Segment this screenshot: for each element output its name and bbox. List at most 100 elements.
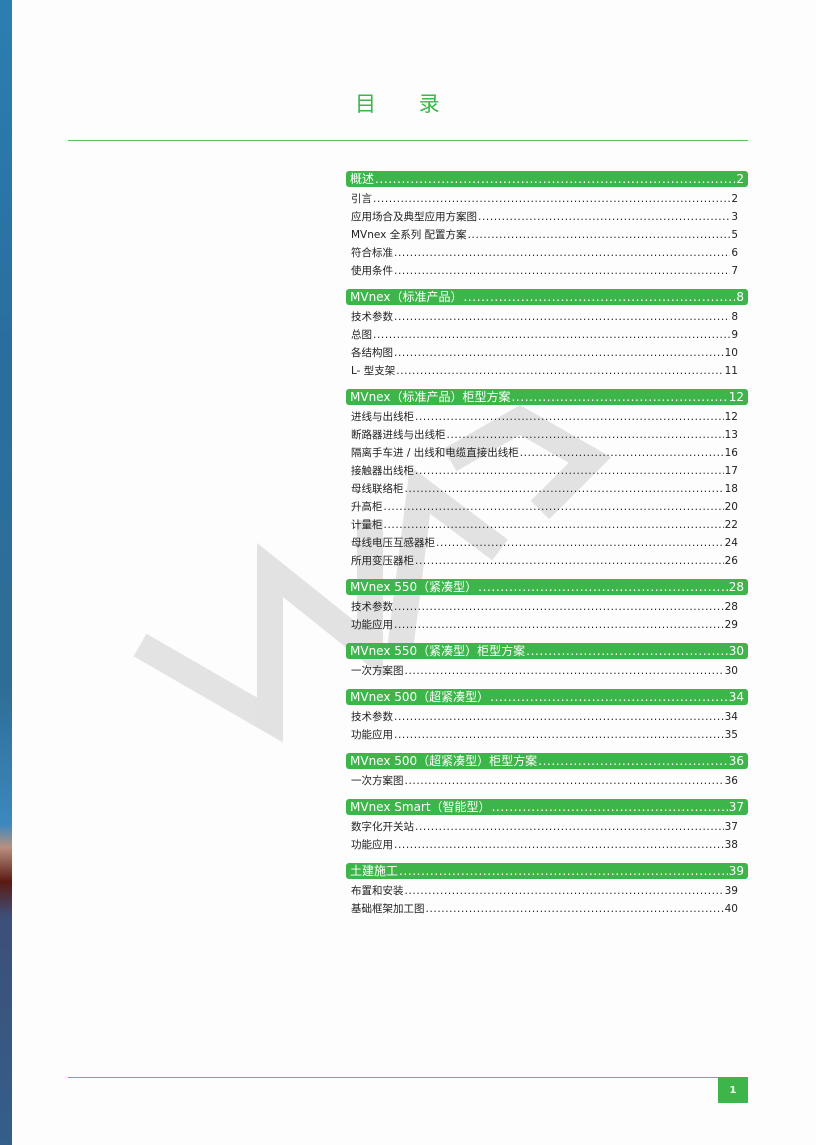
- dot-leader: [538, 753, 728, 769]
- toc-entry[interactable]: 所用变压器柜 26: [346, 552, 748, 570]
- toc-entry[interactable]: 断路器进线与出线柜 13: [346, 426, 748, 444]
- dot-leader: [394, 836, 724, 854]
- entry-label: 计量柜: [351, 519, 383, 531]
- entry-page: 29: [724, 619, 738, 631]
- entry-label: 功能应用: [351, 729, 393, 741]
- toc-entry[interactable]: 功能应用 35: [346, 726, 748, 744]
- entry-page: 16: [724, 447, 738, 459]
- section-title: MVnex 500（超紧凑型）柜型方案: [350, 754, 538, 768]
- toc-entry[interactable]: 一次方案图 30: [346, 662, 748, 680]
- entry-page: 5: [731, 229, 738, 241]
- section-title: MVnex（标准产品）: [350, 290, 463, 304]
- entry-label: 技术参数: [351, 711, 393, 723]
- top-divider: [68, 140, 748, 141]
- dot-leader: [511, 389, 727, 405]
- section-page: 39: [728, 864, 744, 878]
- toc-entry[interactable]: 数字化开关站 37: [346, 818, 748, 836]
- toc-section-header[interactable]: MVnex（标准产品） 8: [346, 289, 748, 305]
- toc-entry[interactable]: 技术参数 34: [346, 708, 748, 726]
- toc-entry[interactable]: 母线电压互感器柜 24: [346, 534, 748, 552]
- dot-leader: [405, 882, 724, 900]
- entry-label: 技术参数: [351, 601, 393, 613]
- toc-entry[interactable]: 功能应用 38: [346, 836, 748, 854]
- entry-page: 17: [724, 465, 738, 477]
- toc-entry[interactable]: 进线与出线柜 12: [346, 408, 748, 426]
- toc-section-header[interactable]: MVnex 550（紧凑型）柜型方案 30: [346, 643, 748, 659]
- entry-label: 各结构图: [351, 347, 393, 359]
- section-page: 8: [736, 290, 744, 304]
- toc-section-header[interactable]: MVnex 500（超紧凑型） 34: [346, 689, 748, 705]
- section-title: 概述: [350, 172, 375, 186]
- toc-entry[interactable]: 应用场合及典型应用方案图 3: [346, 208, 748, 226]
- toc-section-header[interactable]: MVnex 550（紧凑型） 28: [346, 579, 748, 595]
- toc-entry[interactable]: 总图 9: [346, 326, 748, 344]
- dot-leader: [478, 208, 730, 226]
- toc-section: 土建施工 39 布置和安装 39 基础框架加工图 40: [346, 863, 748, 918]
- toc-section: MVnex 550（紧凑型）柜型方案 30 一次方案图 30: [346, 643, 748, 680]
- toc-entry[interactable]: 布置和安装 39: [346, 882, 748, 900]
- toc-entry[interactable]: 功能应用 29: [346, 616, 748, 634]
- dot-leader: [394, 308, 730, 326]
- entry-label: 应用场合及典型应用方案图: [351, 211, 477, 223]
- entry-label: L- 型支架: [351, 365, 396, 377]
- dot-leader: [405, 662, 724, 680]
- dot-leader: [520, 444, 724, 462]
- entry-page: 38: [724, 839, 738, 851]
- page-title: 目 录: [355, 92, 458, 116]
- dot-leader: [394, 598, 724, 616]
- entry-page: 8: [731, 311, 738, 323]
- dot-leader: [375, 171, 735, 187]
- toc-entry[interactable]: 各结构图 10: [346, 344, 748, 362]
- toc-entry[interactable]: 引言 2: [346, 190, 748, 208]
- toc-entry[interactable]: 基础框架加工图 40: [346, 900, 748, 918]
- toc-entry[interactable]: 使用条件 7: [346, 262, 748, 280]
- entry-label: 断路器进线与出线柜: [351, 429, 446, 441]
- toc-section: MVnex（标准产品） 8 技术参数 8 总图 9 各结构图 10 L- 型支架 11: [346, 289, 748, 380]
- entry-page: 36: [724, 775, 738, 787]
- section-page: 34: [728, 690, 744, 704]
- entry-label: 母线联络柜: [351, 483, 404, 495]
- toc-section-header[interactable]: MVnex（标准产品）柜型方案 12: [346, 389, 748, 405]
- entry-page: 30: [724, 665, 738, 677]
- entry-page: 13: [724, 429, 738, 441]
- entry-label: 母线电压互感器柜: [351, 537, 435, 549]
- dot-leader: [415, 462, 724, 480]
- toc-section-header[interactable]: MVnex Smart（智能型） 37: [346, 799, 748, 815]
- toc-entry[interactable]: 技术参数 28: [346, 598, 748, 616]
- dot-leader: [415, 408, 724, 426]
- toc-section-header[interactable]: 概述 2: [346, 171, 748, 187]
- toc-entry[interactable]: 升高柜 20: [346, 498, 748, 516]
- entry-page: 2: [731, 193, 738, 205]
- dot-leader: [394, 244, 730, 262]
- entry-label: 布置和安装: [351, 885, 404, 897]
- toc-entry[interactable]: MVnex 全系列 配置方案 5: [346, 226, 748, 244]
- entry-page: 3: [731, 211, 738, 223]
- entry-label: 所用变压器柜: [351, 555, 414, 567]
- entry-label: 使用条件: [351, 265, 393, 277]
- dot-leader: [415, 552, 724, 570]
- toc-entry[interactable]: 接触器出线柜 17: [346, 462, 748, 480]
- entry-page: 40: [724, 903, 738, 915]
- toc-entry[interactable]: 隔离手车进 / 出线和电缆直接出线柜 16: [346, 444, 748, 462]
- dot-leader: [394, 262, 730, 280]
- dot-leader: [384, 498, 724, 516]
- entry-label: 功能应用: [351, 839, 393, 851]
- section-page: 30: [728, 644, 744, 658]
- toc-entry[interactable]: 符合标准 6: [346, 244, 748, 262]
- toc-section-header[interactable]: 土建施工 39: [346, 863, 748, 879]
- toc-section-header[interactable]: MVnex 500（超紧凑型）柜型方案 36: [346, 753, 748, 769]
- toc-entry[interactable]: 一次方案图 36: [346, 772, 748, 790]
- section-page: 36: [728, 754, 744, 768]
- entry-page: 37: [724, 821, 738, 833]
- entry-label: 一次方案图: [351, 775, 404, 787]
- entry-label: 数字化开关站: [351, 821, 414, 833]
- section-title: 土建施工: [350, 864, 399, 878]
- dot-leader: [396, 362, 723, 380]
- toc-entry[interactable]: 母线联络柜 18: [346, 480, 748, 498]
- entry-page: 9: [731, 329, 738, 341]
- section-title: MVnex 500（超紧凑型）: [350, 690, 490, 704]
- toc-entry[interactable]: 计量柜 22: [346, 516, 748, 534]
- toc-entry[interactable]: 技术参数 8: [346, 308, 748, 326]
- toc-entry[interactable]: L- 型支架 11: [346, 362, 748, 380]
- entry-label: 一次方案图: [351, 665, 404, 677]
